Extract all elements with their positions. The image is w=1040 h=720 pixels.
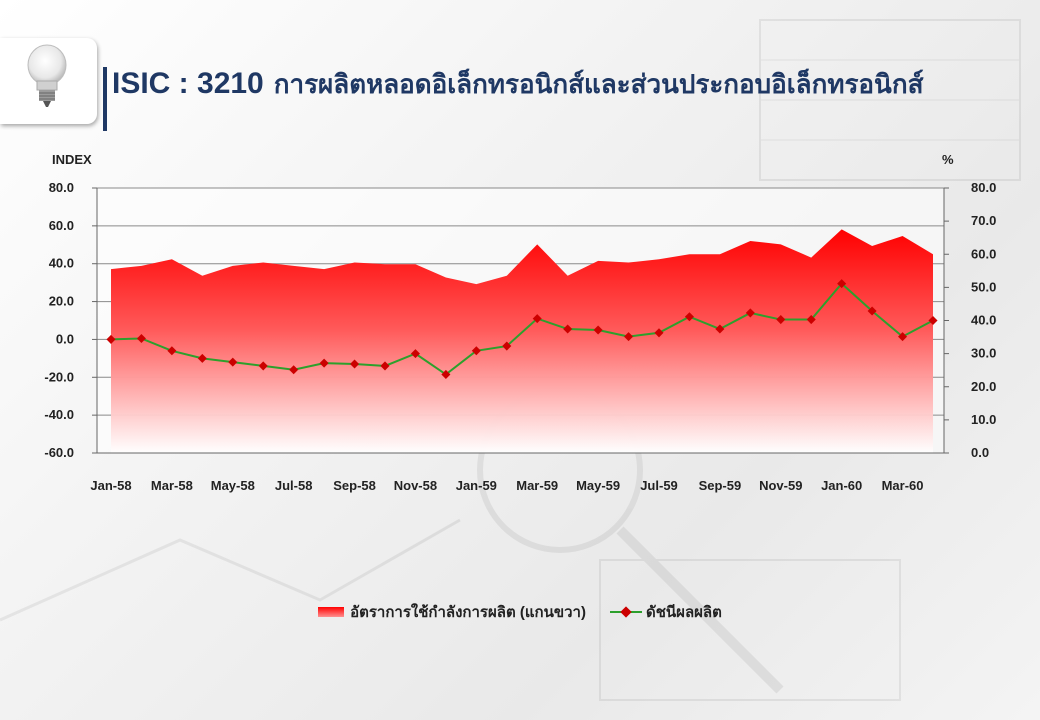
index-point (167, 346, 177, 356)
index-point (776, 315, 786, 325)
x-tick-label: Sep-58 (333, 478, 376, 493)
x-tick-label: Nov-59 (759, 478, 802, 493)
x-tick-label: Sep-59 (699, 478, 742, 493)
left-tick-label: -60.0 (44, 445, 74, 460)
right-tick-label: 30.0 (971, 346, 996, 361)
right-tick-label: 0.0 (971, 445, 989, 460)
legend-swatch-line (609, 606, 642, 618)
logo-panel (0, 38, 97, 124)
left-tick-label: -20.0 (44, 369, 74, 384)
x-tick-label: Nov-58 (394, 478, 437, 493)
index-point (867, 306, 877, 316)
x-tick-label: Mar-58 (151, 478, 193, 493)
right-tick-label: 50.0 (971, 279, 996, 294)
x-tick-label: Jan-60 (821, 478, 862, 493)
right-tick-label: 10.0 (971, 412, 996, 427)
left-tick-label: 60.0 (49, 218, 74, 233)
index-point (654, 328, 664, 338)
legend-swatch-area (318, 607, 345, 617)
index-point (228, 357, 238, 367)
industry-name: การผลิตหลอดอิเล็กทรอนิกส์และส่วนประกอบอิ… (273, 69, 924, 99)
index-point (806, 315, 816, 325)
index-line (110, 282, 934, 376)
left-tick-label: 0.0 (56, 331, 74, 346)
index-point (136, 333, 146, 344)
page-title: ISIC : 3210 การผลิตหลอดอิเล็กทรอนิกส์และส… (112, 64, 923, 104)
x-tick-label: Mar-60 (882, 478, 924, 493)
right-tick-label: 70.0 (971, 213, 996, 228)
x-tick-label: May-59 (576, 478, 620, 493)
x-tick-label: Jul-59 (640, 478, 678, 493)
right-tick-label: 20.0 (971, 379, 996, 394)
right-tick-label: 40.0 (971, 313, 996, 328)
index-point (197, 353, 207, 363)
legend-label-capacity: อัตราการใช้กำลังการผลิต (แกนขวา) (350, 604, 586, 621)
x-tick-label: Mar-59 (516, 478, 558, 493)
legend-item-index: ดัชนีผลผลิต (609, 600, 722, 624)
legend-item-capacity: อัตราการใช้กำลังการผลิต (แกนขวา) (318, 600, 586, 624)
left-tick-label: 80.0 (49, 180, 74, 195)
light-bulb-icon (27, 44, 67, 107)
index-point (715, 324, 725, 334)
index-point (106, 334, 116, 344)
left-tick-label: -40.0 (44, 407, 74, 422)
index-point (745, 308, 755, 318)
right-axis-title: % (942, 152, 954, 167)
legend: อัตราการใช้กำลังการผลิต (แกนขวา) ดัชนีผล… (0, 601, 1040, 623)
left-tick-label: 40.0 (49, 256, 74, 271)
legend-label-index: ดัชนีผลผลิต (645, 604, 722, 621)
capacity-area (111, 229, 933, 453)
left-axis-title: INDEX (52, 152, 92, 167)
title-accent-bar (103, 67, 107, 131)
x-tick-label: Jul-58 (275, 478, 313, 493)
right-tick-label: 80.0 (971, 180, 996, 195)
left-tick-label: 20.0 (49, 294, 74, 309)
right-tick-label: 60.0 (971, 246, 996, 261)
isic-code: ISIC : 3210 (112, 67, 264, 100)
x-tick-label: May-58 (211, 478, 255, 493)
index-point (593, 325, 603, 335)
index-point (563, 324, 573, 334)
x-tick-label: Jan-59 (456, 478, 497, 493)
x-tick-label: Jan-58 (90, 478, 131, 493)
